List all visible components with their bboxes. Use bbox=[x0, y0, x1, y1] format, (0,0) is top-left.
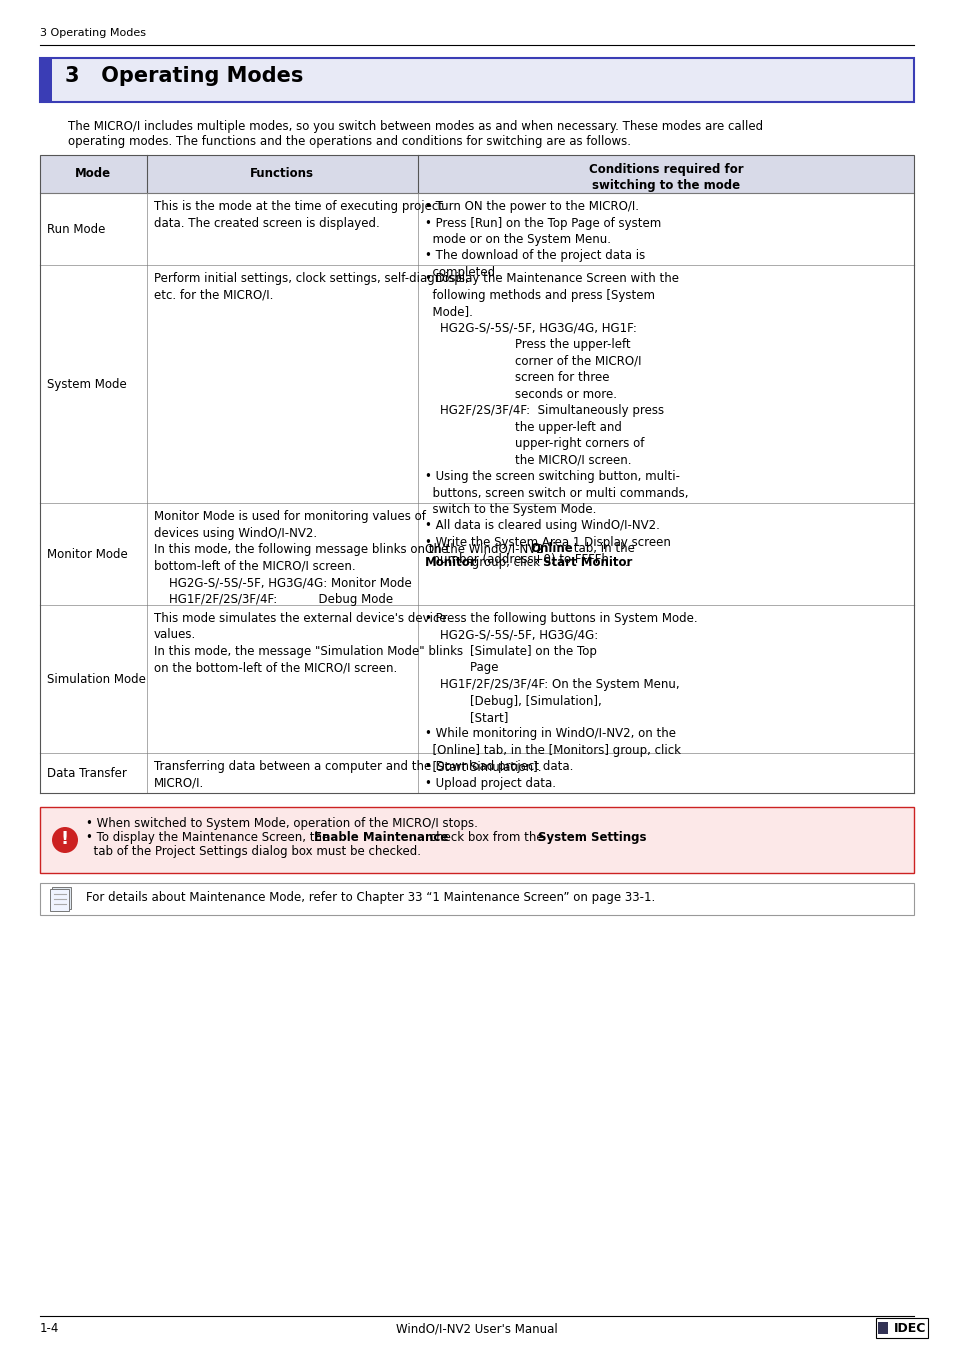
Text: System Mode: System Mode bbox=[47, 378, 127, 392]
Text: Mode: Mode bbox=[75, 167, 111, 180]
Text: • Press the following buttons in System Mode.
    HG2G-S/-5S/-5F, HG3G/4G:
     : • Press the following buttons in System … bbox=[424, 612, 697, 774]
Bar bbox=[40, 883, 913, 915]
Text: Online: Online bbox=[530, 541, 572, 555]
Text: 3   Operating Modes: 3 Operating Modes bbox=[65, 66, 303, 86]
Text: Data Transfer: Data Transfer bbox=[47, 767, 127, 780]
Bar bbox=[40, 155, 913, 193]
Text: • Turn ON the power to the MICRO/I.
• Press [Run] on the Top Page of system
  mo: • Turn ON the power to the MICRO/I. • Pr… bbox=[424, 200, 660, 279]
Bar bbox=[40, 58, 913, 103]
Text: Simulation Mode: Simulation Mode bbox=[47, 674, 146, 686]
Text: • To display the Maintenance Screen, the: • To display the Maintenance Screen, the bbox=[86, 832, 333, 844]
Text: 1-4: 1-4 bbox=[40, 1322, 59, 1335]
Text: Enable Maintenance: Enable Maintenance bbox=[314, 832, 448, 844]
Text: For details about Maintenance Mode, refer to Chapter 33 “1 Maintenance Screen” o: For details about Maintenance Mode, refe… bbox=[86, 891, 655, 904]
Text: Perform initial settings, clock settings, self-diagnosis,
etc. for the MICRO/I.: Perform initial settings, clock settings… bbox=[153, 271, 468, 301]
Text: Functions: Functions bbox=[250, 167, 314, 180]
Bar bbox=[40, 504, 913, 605]
Bar bbox=[52, 887, 71, 909]
Text: 3 Operating Modes: 3 Operating Modes bbox=[40, 28, 146, 38]
Text: Monitor: Monitor bbox=[424, 556, 476, 568]
Text: On the WindO/I-NV2: On the WindO/I-NV2 bbox=[424, 541, 547, 555]
Text: • When switched to System Mode, operation of the MICRO/I stops.: • When switched to System Mode, operatio… bbox=[86, 817, 477, 830]
Text: • Display the Maintenance Screen with the
  following methods and press [System
: • Display the Maintenance Screen with th… bbox=[424, 271, 688, 566]
Text: check box from the: check box from the bbox=[426, 832, 547, 844]
Text: operating modes. The functions and the operations and conditions for switching a: operating modes. The functions and the o… bbox=[68, 135, 630, 148]
Text: tab of the Project Settings dialog box must be checked.: tab of the Project Settings dialog box m… bbox=[86, 845, 420, 859]
Text: tab, in the: tab, in the bbox=[569, 541, 634, 555]
Text: group, click: group, click bbox=[468, 556, 543, 568]
Bar bbox=[40, 807, 913, 873]
Text: Transferring data between a computer and the
MICRO/I.: Transferring data between a computer and… bbox=[153, 760, 431, 790]
Bar bbox=[875, 1318, 927, 1338]
Bar bbox=[40, 265, 913, 504]
Text: Conditions required for
switching to the mode: Conditions required for switching to the… bbox=[588, 163, 742, 192]
Bar bbox=[40, 753, 913, 792]
Text: IDEC: IDEC bbox=[893, 1322, 925, 1335]
Bar bbox=[40, 58, 52, 103]
Bar bbox=[50, 890, 69, 911]
Circle shape bbox=[52, 828, 78, 853]
Text: The MICRO/I includes multiple modes, so you switch between modes as and when nec: The MICRO/I includes multiple modes, so … bbox=[68, 120, 762, 134]
Bar bbox=[40, 605, 913, 753]
Text: Run Mode: Run Mode bbox=[47, 223, 105, 236]
Bar bbox=[40, 193, 913, 265]
Text: Monitor Mode is used for monitoring values of
devices using WindO/I-NV2.
In this: Monitor Mode is used for monitoring valu… bbox=[153, 510, 448, 606]
Text: !: ! bbox=[61, 830, 69, 848]
Text: This is the mode at the time of executing project
data. The created screen is di: This is the mode at the time of executin… bbox=[153, 200, 442, 230]
Text: .: . bbox=[624, 556, 628, 568]
Text: Start Monitor: Start Monitor bbox=[542, 556, 632, 568]
Text: System Settings: System Settings bbox=[537, 832, 646, 844]
Text: • Download project data.
• Upload project data.: • Download project data. • Upload projec… bbox=[424, 760, 573, 790]
Text: This mode simulates the external device's device
values.
In this mode, the messa: This mode simulates the external device'… bbox=[153, 612, 462, 675]
Text: Monitor Mode: Monitor Mode bbox=[47, 548, 128, 562]
Text: WindO/I-NV2 User's Manual: WindO/I-NV2 User's Manual bbox=[395, 1322, 558, 1335]
Bar bbox=[877, 1322, 887, 1334]
